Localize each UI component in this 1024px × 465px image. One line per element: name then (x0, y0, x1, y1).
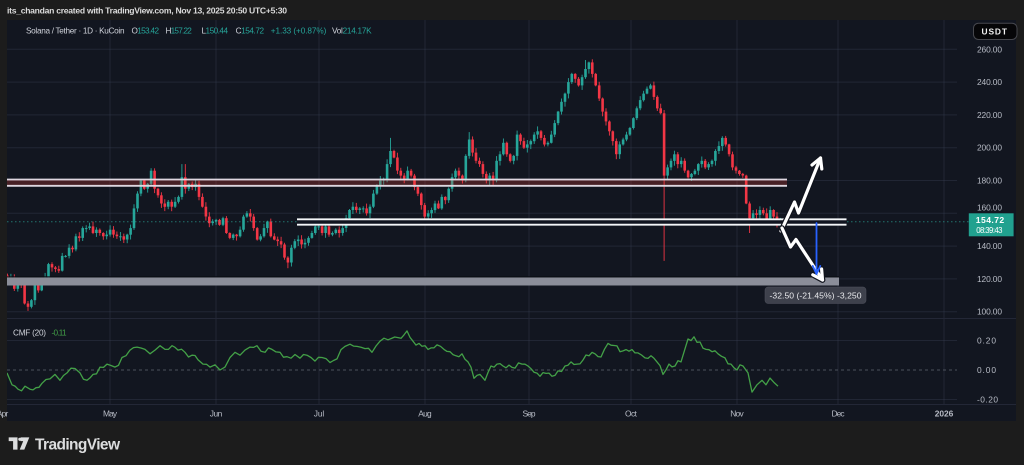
svg-text:O153.42: O153.42 (132, 27, 160, 36)
svg-text:C154.72: C154.72 (236, 27, 265, 36)
svg-text:140.00: 140.00 (977, 241, 1002, 251)
svg-text:-0.20: -0.20 (977, 395, 998, 405)
svg-text:-0.11: -0.11 (52, 328, 67, 337)
svg-text:Jun: Jun (210, 408, 223, 418)
svg-text:220.00: 220.00 (977, 110, 1002, 120)
svg-text:240.00: 240.00 (977, 77, 1002, 87)
svg-text:its_chandan created with Tradi: its_chandan created with TradingView.com… (7, 5, 287, 15)
svg-text:0.00: 0.00 (977, 365, 996, 375)
svg-text:0.20: 0.20 (977, 336, 996, 346)
svg-text:260.00: 260.00 (977, 44, 1002, 54)
svg-text:160.00: 160.00 (977, 202, 1002, 212)
svg-text:100.00: 100.00 (977, 307, 1002, 317)
svg-text:CMF (20): CMF (20) (13, 328, 46, 337)
svg-text:Aug: Aug (418, 408, 432, 418)
svg-text:L150.44: L150.44 (202, 27, 229, 36)
svg-text:May: May (103, 408, 118, 418)
svg-text:2026: 2026 (935, 408, 954, 418)
svg-text:120.00: 120.00 (977, 274, 1002, 284)
svg-text:H157.22: H157.22 (166, 27, 193, 36)
svg-text:TradingView: TradingView (35, 436, 121, 453)
svg-text:-32.50 (-21.45%) -3,250: -32.50 (-21.45%) -3,250 (770, 291, 862, 301)
svg-text:Sep: Sep (523, 408, 536, 418)
svg-text:USDT: USDT (982, 27, 1008, 37)
svg-text:154.72: 154.72 (976, 215, 1005, 225)
svg-text:Jul: Jul (314, 408, 325, 418)
svg-text:Oct: Oct (625, 408, 638, 418)
svg-text:Dec: Dec (832, 408, 845, 418)
svg-text:200.00: 200.00 (977, 143, 1002, 153)
svg-text:Vol214.17K: Vol214.17K (332, 27, 372, 36)
svg-text:Solana / Tether · 1D · KuCoin: Solana / Tether · 1D · KuCoin (26, 27, 125, 36)
svg-text:+1.33 (+0.87%): +1.33 (+0.87%) (271, 27, 327, 36)
svg-text:08:39:43: 08:39:43 (976, 226, 1002, 235)
svg-text:180.00: 180.00 (977, 176, 1002, 186)
svg-text:Apr: Apr (0, 408, 9, 418)
svg-text:Nov: Nov (730, 408, 744, 418)
